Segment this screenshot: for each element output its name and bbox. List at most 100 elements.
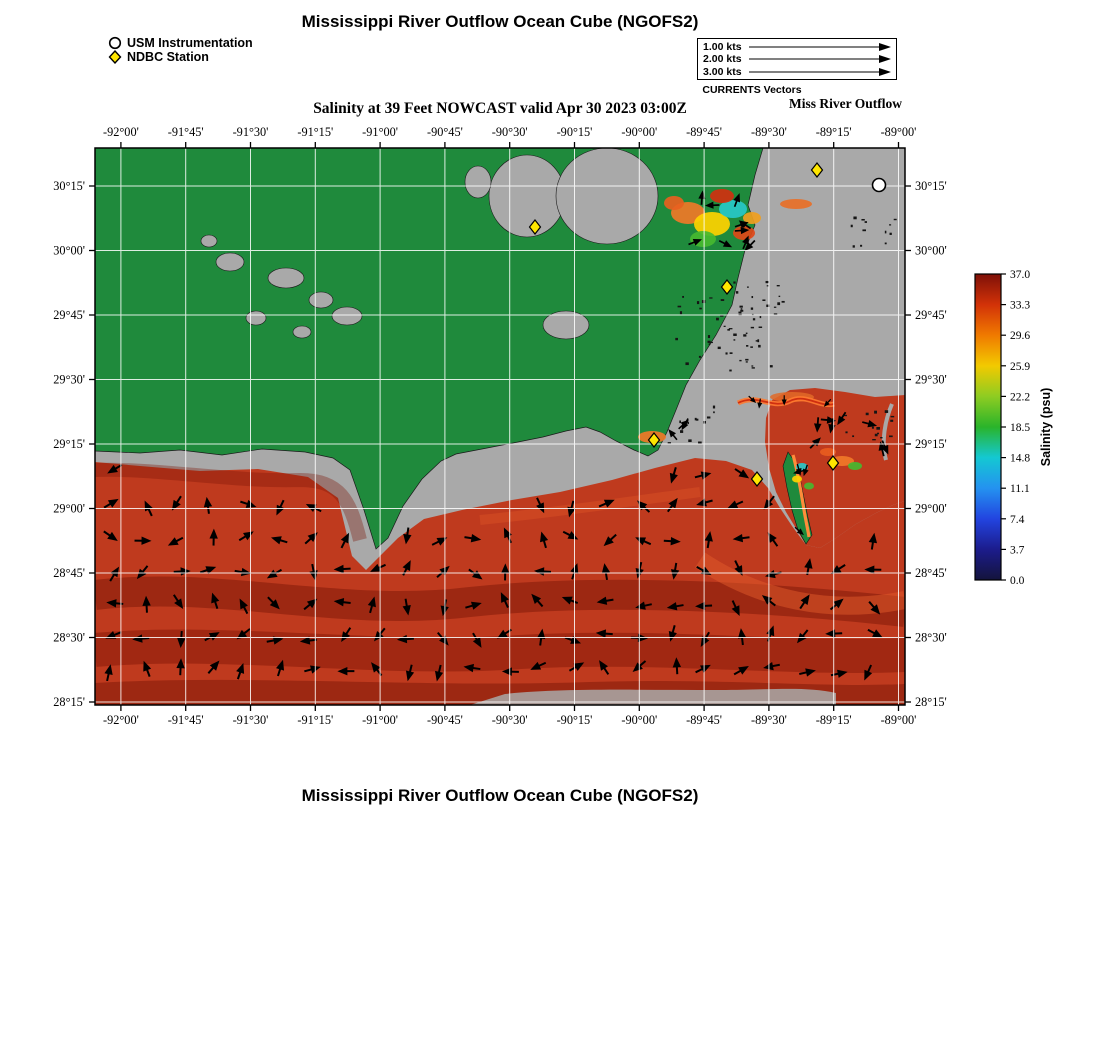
current-vector-arrow (204, 632, 220, 642)
y-tick-label: 28°45' (915, 566, 947, 580)
current-vector-arrow (266, 636, 284, 645)
colorbar: 37.0 33.3 29.6 25.9 22.2 18.5 14.8 11.1 7.4 3.7 0.… (974, 269, 1053, 587)
x-tick-label: -90°45' (427, 125, 463, 139)
current-vector-arrow (742, 235, 749, 250)
current-vector-arrow (868, 601, 881, 615)
current-vector-arrow (670, 562, 680, 580)
current-vector-arrow (203, 496, 213, 514)
current-vector-arrow (337, 666, 355, 676)
colorbar-gradient (974, 273, 1002, 581)
current-vector-arrow (468, 568, 483, 580)
current-vector-arrow (171, 495, 182, 511)
lake (308, 291, 334, 309)
x-tick-label: -89°15' (816, 713, 852, 727)
current-vector-arrow (367, 596, 376, 614)
lake (245, 310, 267, 326)
current-vector-arrow (109, 566, 120, 582)
vector-scale-row: 1.00 kts (703, 41, 891, 53)
lakes (200, 148, 659, 340)
currents-vectors-caption: CURRENTS Vectors (702, 84, 802, 96)
current-vector-arrow (595, 629, 613, 638)
y-tick-label: 29°00' (53, 502, 85, 516)
y-tick-label: 29°30' (915, 373, 947, 387)
model-edge (470, 688, 836, 705)
current-vector-arrow (635, 537, 652, 546)
marsh-speckles (667, 216, 897, 450)
current-vector-arrow (823, 398, 832, 407)
ndbc-station-marker (720, 279, 734, 295)
x-tick-label: -89°00' (881, 125, 917, 139)
y-tick-label: 29°30' (53, 373, 85, 387)
x-tick-label: -89°30' (751, 713, 787, 727)
scale-arrow-icon (749, 67, 891, 76)
current-vector-arrow (209, 528, 218, 546)
current-vector-arrow (748, 395, 757, 404)
x-tick-label: -91°45' (168, 713, 204, 727)
current-vector-arrow (531, 593, 544, 608)
current-vector-arrow (172, 594, 184, 609)
x-tick-label: -91°00' (362, 713, 398, 727)
colorbar-tick-label: 18.5 (1010, 422, 1030, 434)
current-vector-arrow (303, 598, 318, 611)
current-vector-arrow (672, 657, 682, 675)
scale-arrow-icon (749, 42, 891, 51)
currents-scale-box: 1.00 kts 2.00 kts 3.00 kts (697, 38, 897, 80)
current-vector-arrow (403, 527, 412, 545)
y-tick-label: 28°15' (53, 695, 85, 709)
current-vector-arrow (540, 531, 549, 549)
current-vector-arrow (678, 419, 689, 430)
colorbar-tick-label: 11.1 (1010, 483, 1030, 495)
current-vector-arrow (463, 663, 481, 673)
x-tick-label: -89°45' (686, 125, 722, 139)
x-tick-label: -91°15' (297, 713, 333, 727)
current-vector-arrow (700, 631, 710, 648)
map-graphics (95, 148, 905, 705)
x-tick-label: -91°30' (233, 713, 269, 727)
lake (488, 154, 566, 238)
colorbar-tick-label: 25.9 (1010, 361, 1030, 373)
current-vector-arrow (837, 411, 847, 426)
current-vector-arrow (211, 592, 220, 610)
x-tick-label: -89°30' (751, 125, 787, 139)
miss-river-outflow-label: Miss River Outflow (789, 96, 902, 111)
current-vector-arrow (167, 536, 184, 546)
current-vector-arrow (136, 565, 149, 580)
current-vector-arrow (668, 625, 677, 642)
current-vector-arrow (238, 531, 254, 542)
x-tick-label: -91°45' (168, 125, 204, 139)
current-vector-arrow (732, 533, 750, 543)
low-salinity-patches (638, 189, 862, 545)
footer-title: Mississippi River Outflow Ocean Cube (NG… (301, 786, 699, 805)
current-vector-arrow (799, 668, 816, 677)
current-vector-arrow (797, 629, 809, 644)
usm-legend-row: USM Instrumentation (108, 36, 253, 50)
x-tick-label: -90°30' (492, 125, 528, 139)
current-vector-arrow (236, 663, 245, 680)
ndbc-legend-label: NDBC Station (127, 50, 209, 64)
current-vector-arrow (536, 628, 546, 646)
lake (464, 165, 492, 199)
current-vector-arrow (207, 660, 220, 674)
lake (267, 267, 305, 289)
colorbar-title: Salinity (psu) (1039, 388, 1053, 466)
current-vector-arrow (177, 631, 186, 649)
current-vector-arrow (830, 669, 848, 678)
x-tick-label: -91°00' (362, 125, 398, 139)
colorbar-tick-label: 7.4 (1010, 514, 1025, 526)
plot-subtitle: Salinity at 39 Feet NOWCAST valid Apr 30… (313, 100, 687, 117)
current-vector-arrow (333, 598, 351, 607)
y-tick-label: 28°30' (53, 631, 85, 645)
current-vector-arrow (718, 240, 733, 248)
usm-legend-label: USM Instrumentation (127, 36, 253, 50)
current-vector-arrow (802, 464, 809, 477)
barrier-islands (881, 403, 894, 461)
colorbar-tick-label: 37.0 (1010, 269, 1030, 281)
current-vector-arrow (632, 660, 647, 672)
usm-instrumentation-marker (871, 177, 887, 193)
current-vector-arrow (744, 239, 756, 251)
current-vector-arrow (142, 595, 151, 613)
current-vector-arrow (668, 429, 678, 441)
x-tick-label: -90°00' (621, 713, 657, 727)
current-vector-arrow (704, 531, 713, 549)
